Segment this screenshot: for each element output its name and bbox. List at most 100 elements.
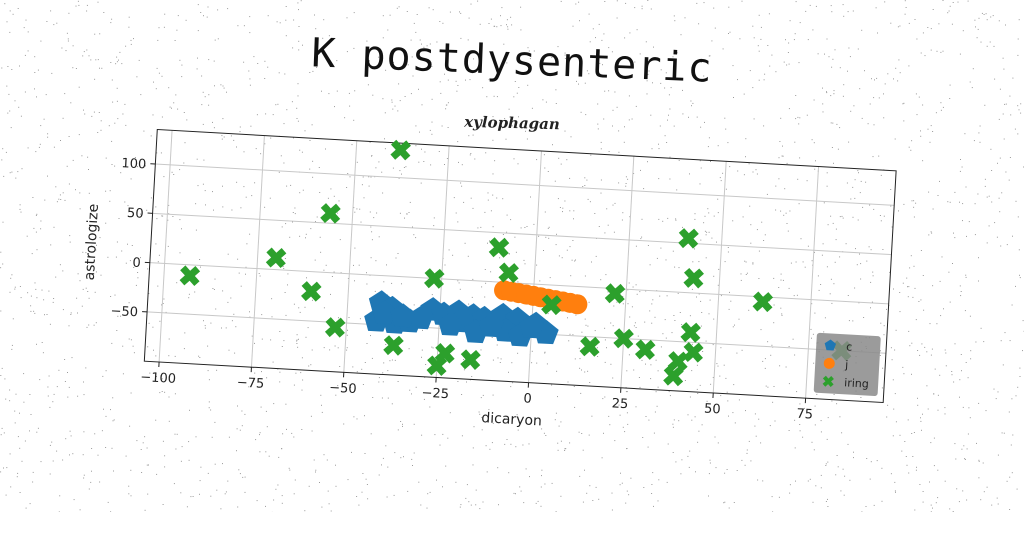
speckle	[1022, 350, 1023, 351]
speckle	[26, 508, 27, 509]
speckle	[265, 506, 266, 507]
speckle	[1, 68, 2, 69]
speckle	[145, 510, 146, 511]
speckle	[1019, 19, 1020, 20]
speckle	[905, 0, 906, 1]
x-tick-label: −75	[236, 375, 264, 392]
speckle	[163, 504, 164, 505]
speckle	[89, 489, 90, 490]
y-axis-label: astrologize	[82, 203, 102, 280]
speckle	[193, 496, 194, 497]
data-point	[683, 342, 704, 363]
speckle	[604, 1, 605, 2]
speckle	[257, 500, 258, 501]
speckle	[986, 13, 987, 14]
speckle	[982, 13, 983, 14]
speckle	[74, 499, 75, 500]
speckle	[6, 495, 7, 496]
data-point	[320, 203, 341, 224]
speckle	[947, 12, 948, 13]
speckle	[843, 4, 844, 5]
speckle	[876, 7, 877, 8]
y-tick-label: −50	[110, 304, 138, 321]
legend-label: c	[846, 340, 853, 353]
speckle	[30, 503, 31, 504]
speckle	[905, 14, 906, 15]
speckle	[617, 0, 618, 1]
data-marks	[175, 128, 862, 399]
x-tick-label: 0	[523, 391, 532, 406]
speckle	[742, 1, 743, 2]
legend: cj iring	[814, 333, 881, 396]
speckle	[906, 7, 907, 8]
data-point	[383, 335, 404, 356]
data-point	[488, 237, 509, 258]
speckle	[4, 3, 5, 4]
speckle	[915, 19, 916, 20]
x-tick-label: −50	[329, 381, 357, 398]
speckle	[984, 14, 985, 15]
speckle	[853, 11, 854, 12]
series-iring	[175, 128, 862, 399]
speckle	[816, 6, 817, 7]
speckle	[237, 507, 238, 508]
legend-label: iring	[844, 376, 869, 390]
data-point	[498, 262, 519, 283]
data-point	[635, 339, 656, 360]
speckle	[933, 9, 934, 10]
x-tick-label: 50	[704, 402, 721, 418]
speckle	[696, 3, 697, 4]
speckle	[1019, 368, 1020, 369]
speckle	[843, 16, 844, 17]
data-point	[604, 283, 625, 304]
x-axis-label: dicaryon	[481, 410, 542, 429]
x-tick-label: −100	[140, 370, 177, 387]
data-point	[579, 336, 600, 357]
speckle	[713, 8, 714, 9]
speckle	[805, 11, 806, 12]
data-point	[179, 265, 200, 286]
speckle	[304, 510, 305, 511]
speckle	[329, 503, 330, 504]
speckle	[1, 159, 2, 160]
speckle	[282, 503, 283, 504]
speckle	[884, 1, 885, 2]
speckle	[2, 148, 3, 149]
speckle	[993, 15, 994, 16]
speckle	[704, 2, 705, 3]
speckle	[131, 495, 132, 496]
data-point	[266, 247, 287, 268]
y-gridline	[155, 164, 894, 205]
speckle	[647, 0, 648, 1]
speckle	[80, 509, 81, 510]
speckle	[625, 3, 626, 4]
speckle	[1017, 489, 1018, 490]
speckle	[1023, 320, 1024, 321]
speckle	[968, 1, 969, 2]
speckle	[974, 20, 975, 21]
x-tick-label: −25	[421, 386, 449, 403]
y-gridline	[153, 213, 892, 254]
speckle	[987, 19, 988, 20]
speckle	[810, 5, 811, 6]
speckle	[10, 486, 11, 487]
speckle	[331, 511, 332, 512]
data-point	[683, 268, 704, 289]
speckle	[59, 495, 60, 496]
speckle	[958, 2, 959, 3]
y-tick-label: 0	[132, 256, 141, 271]
speckle	[10, 10, 11, 11]
speckle	[943, 0, 944, 1]
speckle	[950, 6, 951, 7]
speckle	[728, 7, 729, 8]
speckle	[108, 502, 109, 503]
speckle	[190, 496, 191, 497]
speckle	[1005, 25, 1006, 26]
speckle	[273, 500, 274, 501]
y-tick-label: 50	[127, 206, 144, 222]
grid	[144, 130, 896, 403]
data-point	[752, 291, 773, 312]
legend-label: j	[844, 358, 849, 371]
